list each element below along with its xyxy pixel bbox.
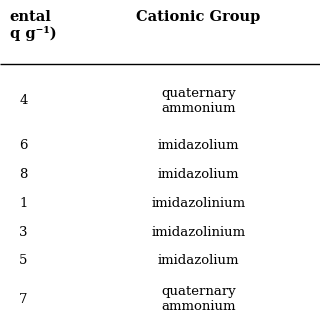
Text: 6: 6 [19, 139, 28, 152]
Text: 3: 3 [19, 226, 28, 238]
Text: quaternary
ammonium: quaternary ammonium [161, 87, 236, 115]
Text: imidazolium: imidazolium [158, 139, 239, 152]
Text: imidazolium: imidazolium [158, 168, 239, 181]
Text: 1: 1 [19, 197, 28, 210]
Text: imidazolinium: imidazolinium [151, 197, 245, 210]
Text: 7: 7 [19, 293, 28, 306]
Text: ental
q g⁻¹): ental q g⁻¹) [10, 10, 56, 41]
Text: 5: 5 [19, 254, 28, 267]
Text: imidazolium: imidazolium [158, 254, 239, 267]
Text: 4: 4 [19, 94, 28, 107]
Text: quaternary
ammonium: quaternary ammonium [161, 285, 236, 313]
Text: Cationic Group: Cationic Group [136, 10, 260, 24]
Text: imidazolinium: imidazolinium [151, 226, 245, 238]
Text: 8: 8 [19, 168, 28, 181]
